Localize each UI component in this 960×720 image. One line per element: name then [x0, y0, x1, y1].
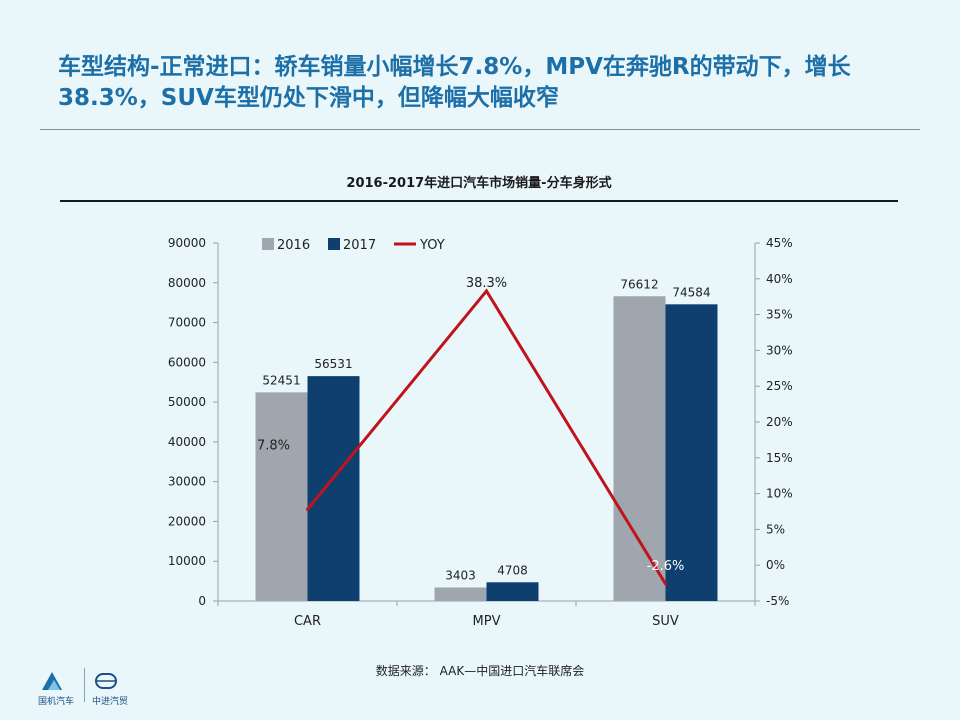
logo-separator	[84, 668, 85, 702]
y-left-tick-label: 40000	[168, 435, 206, 449]
bar-data-label: 76612	[620, 277, 658, 291]
yoy-point	[664, 582, 667, 586]
y-right-tick-label: 20%	[766, 415, 793, 429]
x-tick-label: MPV	[473, 614, 501, 629]
legend-swatch-2017	[328, 238, 340, 250]
y-left-tick-label: 30000	[168, 475, 206, 489]
y-left-tick-label: 60000	[168, 355, 206, 369]
yoy-data-label: -2.6%	[647, 559, 685, 574]
chart-bars	[255, 296, 718, 601]
headline-line-2: 38.3%，SUV车型仍处下滑中，但降幅大幅收窄	[58, 85, 559, 111]
y-right-tick-label: 45%	[766, 236, 793, 250]
data-source-note: 数据来源： AAK—中国进口汽车联席会	[375, 664, 585, 678]
y-left-tick-label: 50000	[168, 395, 206, 409]
headline-line-1: 车型结构-正常进口：轿车销量小幅增长7.8%，MPV在奔驰R的带动下，增长	[58, 54, 851, 80]
bar-2017-CAR	[307, 376, 360, 601]
chart-legend: 2016 2017 YOY	[262, 238, 445, 253]
yoy-data-label: 38.3%	[466, 276, 507, 291]
chart-labels: 52451 3403 76612 56531 4708 74584 7.8% 38.3% -2.…	[257, 276, 711, 582]
x-tick-label: CAR	[294, 614, 321, 629]
y-right-tick-label: -5%	[766, 594, 789, 608]
yoy-data-label: 7.8%	[257, 438, 290, 453]
zhongjin-logo-label: 中进汽贸	[92, 697, 129, 707]
bar-2016-SUV	[613, 296, 666, 601]
y-right-tick-label: 30%	[766, 343, 793, 357]
y-right-tick-label: 5%	[766, 522, 785, 536]
y-right-tick-label: 25%	[766, 379, 793, 393]
bar-2017-SUV	[665, 304, 718, 601]
guoji-logo-label: 国机汽车	[38, 697, 75, 707]
legend-label-2016: 2016	[277, 238, 310, 253]
yoy-point	[485, 289, 488, 293]
bar-data-label: 52451	[262, 373, 300, 387]
y-left-tick-label: 80000	[168, 276, 206, 290]
bar-line-chart: 0 10000 20000 30000 40000 50000 60000 70000 8000…	[168, 236, 793, 629]
bar-2017-MPV	[486, 582, 539, 601]
page-headline: 车型结构-正常进口：轿车销量小幅增长7.8%，MPV在奔驰R的带动下，增长 38…	[58, 52, 938, 114]
chart-title: 2016-2017年进口汽车市场销量-分车身形式	[346, 176, 612, 191]
y-left-tick-label: 20000	[168, 514, 206, 528]
bar-data-label: 56531	[314, 357, 352, 371]
yoy-line-group	[306, 288, 667, 586]
y-right-tick-label: 35%	[766, 308, 793, 322]
y-right-tick-label: 0%	[766, 558, 785, 572]
y-left-tick-label: 90000	[168, 236, 206, 250]
logo-icons	[42, 672, 117, 690]
bar-data-label: 3403	[445, 568, 476, 582]
yoy-point	[306, 507, 309, 511]
x-tick-label: SUV	[652, 614, 679, 629]
legend-swatch-2016	[262, 238, 274, 250]
legend-label-2017: 2017	[343, 238, 376, 253]
y-left-tick-label: 70000	[168, 316, 206, 330]
legend-label-YOY: YOY	[419, 238, 445, 253]
y-right-tick-label: 10%	[766, 487, 793, 501]
bar-data-label: 4708	[497, 563, 528, 577]
yoy-line	[306, 288, 667, 585]
header-divider	[40, 129, 920, 130]
chart-title-rule	[60, 200, 898, 202]
y-left-tick-label: 10000	[168, 554, 206, 568]
bar-2016-MPV	[434, 587, 487, 601]
y-right-tick-label: 40%	[766, 272, 793, 286]
y-left-tick-label: 0	[198, 594, 206, 608]
bar-2016-CAR	[255, 392, 308, 601]
y-right-tick-label: 15%	[766, 451, 793, 465]
bar-data-label: 74584	[672, 285, 710, 299]
